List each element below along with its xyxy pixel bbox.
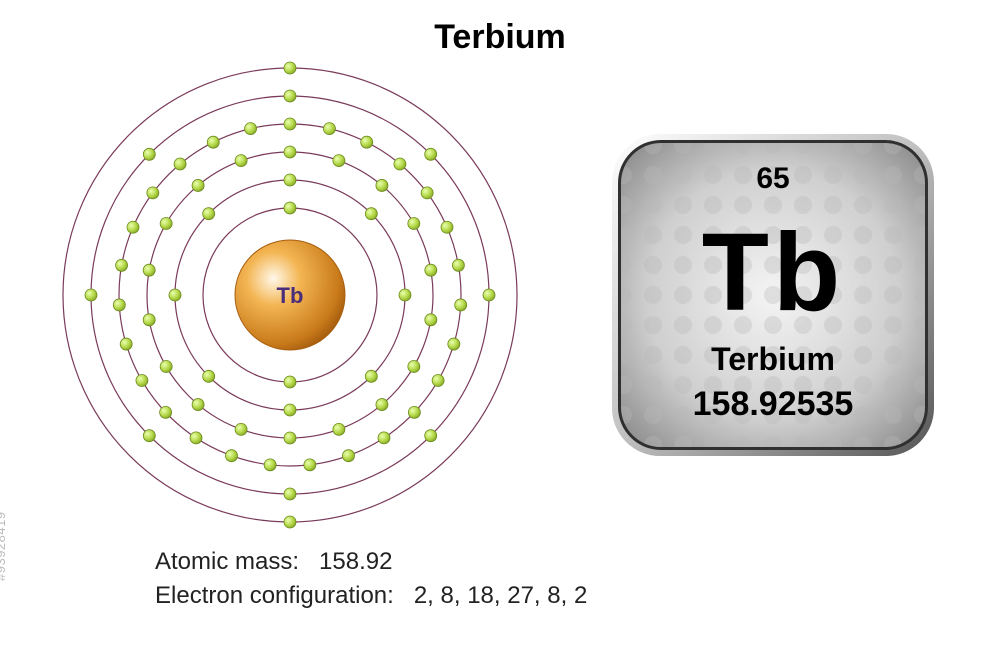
- electron: [120, 338, 132, 350]
- electron: [226, 450, 238, 462]
- electron: [264, 459, 276, 471]
- electron: [365, 208, 377, 220]
- electron: [376, 179, 388, 191]
- electron: [432, 375, 444, 387]
- electron: [235, 155, 247, 167]
- electron: [333, 155, 345, 167]
- electron: [394, 158, 406, 170]
- electron: [399, 289, 411, 301]
- electron: [408, 406, 420, 418]
- electron: [143, 430, 155, 442]
- electron: [143, 148, 155, 160]
- electron: [448, 338, 460, 350]
- electron: [408, 218, 420, 230]
- electron: [160, 218, 172, 230]
- electron: [174, 158, 186, 170]
- atom-diagram: Tb: [55, 60, 525, 530]
- electron: [284, 404, 296, 416]
- electron: [483, 289, 495, 301]
- electron: [116, 259, 128, 271]
- electron: [190, 432, 202, 444]
- electron: [147, 187, 159, 199]
- electron: [113, 299, 125, 311]
- electron: [284, 488, 296, 500]
- electron: [284, 516, 296, 528]
- electron: [378, 432, 390, 444]
- electron: [169, 289, 181, 301]
- tile-atomic-number: 65: [756, 162, 789, 195]
- electron: [284, 118, 296, 130]
- tile-name: Terbium: [711, 341, 835, 377]
- electron: [160, 361, 172, 373]
- electron: [425, 264, 437, 276]
- electron: [333, 423, 345, 435]
- watermark: #93928419: [0, 511, 8, 581]
- electron: [245, 123, 257, 135]
- electron: [284, 90, 296, 102]
- electron: [361, 136, 373, 148]
- electron-config-row: Electron configuration: 2, 8, 18, 27, 8,…: [155, 582, 587, 610]
- electron: [425, 148, 437, 160]
- electron: [376, 399, 388, 411]
- tile-mass: 158.92535: [693, 385, 854, 423]
- electron: [342, 450, 354, 462]
- electron: [455, 299, 467, 311]
- electron: [136, 375, 148, 387]
- electron: [304, 459, 316, 471]
- element-title: Terbium: [0, 18, 1000, 57]
- electron: [127, 221, 139, 233]
- electron: [284, 146, 296, 158]
- electron: [203, 208, 215, 220]
- nucleus-symbol: Tb: [277, 283, 304, 308]
- electron: [425, 430, 437, 442]
- electron: [192, 179, 204, 191]
- electron: [284, 376, 296, 388]
- tile-symbol: Tb: [702, 211, 844, 334]
- electron-config-label: Electron configuration:: [155, 582, 394, 609]
- electron: [160, 406, 172, 418]
- electron: [284, 62, 296, 74]
- electron: [323, 123, 335, 135]
- electron: [85, 289, 97, 301]
- electron: [203, 370, 215, 382]
- electron: [143, 264, 155, 276]
- atomic-mass-value: 158.92: [319, 548, 392, 575]
- electron: [408, 361, 420, 373]
- electron: [421, 187, 433, 199]
- electron: [207, 136, 219, 148]
- electron: [284, 202, 296, 214]
- electron: [441, 221, 453, 233]
- electron: [365, 370, 377, 382]
- electron: [235, 423, 247, 435]
- electron-config-value: 2, 8, 18, 27, 8, 2: [414, 582, 587, 609]
- electron: [425, 314, 437, 326]
- atomic-mass-row: Atomic mass: 158.92: [155, 548, 392, 576]
- atomic-mass-label: Atomic mass:: [155, 548, 299, 575]
- electron: [284, 432, 296, 444]
- electron: [192, 399, 204, 411]
- electron: [143, 314, 155, 326]
- electron: [452, 259, 464, 271]
- electron: [284, 174, 296, 186]
- periodic-tile: 65 Tb Terbium 158.92535: [608, 130, 938, 460]
